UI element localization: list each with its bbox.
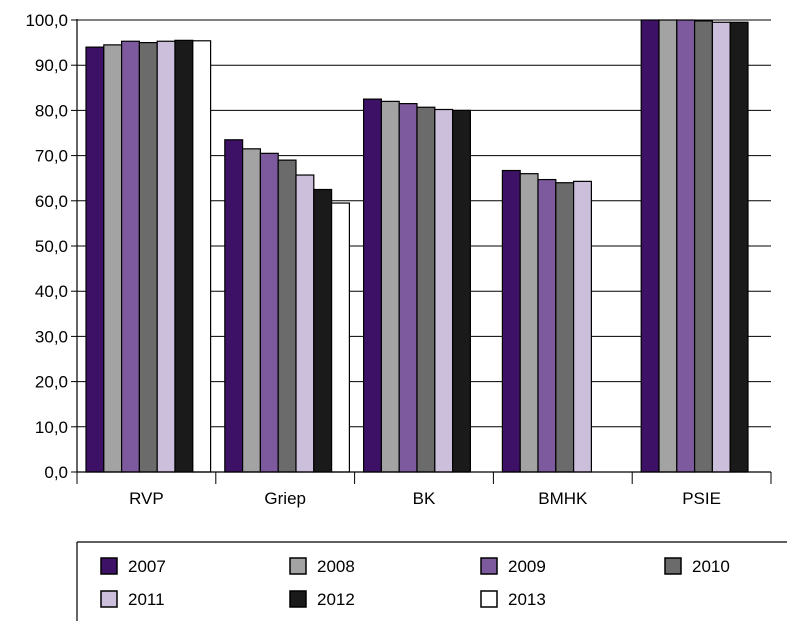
legend-label: 2010 <box>692 557 730 576</box>
bar <box>259 152 279 473</box>
bar <box>242 148 262 473</box>
legend-swatch <box>480 557 498 575</box>
bar <box>434 108 454 473</box>
legend-swatch <box>100 590 118 608</box>
y-tick-label: 40,0 <box>35 282 68 301</box>
axes: 0,0 10,0 20,0 30,0 40,0 50,0 60,0 70,0 80,0 90,0 1… <box>25 11 772 508</box>
bar <box>537 178 557 473</box>
bar <box>120 40 140 473</box>
x-tick-label: Griep <box>264 489 306 508</box>
bar <box>138 41 158 473</box>
bar <box>711 21 731 473</box>
legend-label: 2007 <box>128 557 166 576</box>
legend-swatch <box>100 557 118 575</box>
bar <box>640 19 660 473</box>
y-tick-label: 0,0 <box>44 463 68 482</box>
y-tick-label: 20,0 <box>35 373 68 392</box>
legend-label: 2008 <box>317 557 355 576</box>
bar <box>416 106 436 473</box>
legend-label: 2011 <box>128 590 165 609</box>
y-tick-label: 10,0 <box>35 418 68 437</box>
y-tick-label: 100,0 <box>25 11 68 30</box>
bar <box>331 202 351 473</box>
bar <box>313 188 333 473</box>
bar <box>693 20 713 473</box>
bar <box>174 39 194 473</box>
bar <box>224 139 244 473</box>
bar <box>380 100 400 473</box>
y-tick-label: 50,0 <box>35 237 68 256</box>
bar <box>572 180 592 473</box>
bars <box>85 19 749 473</box>
bar <box>192 40 212 473</box>
bar <box>501 169 521 473</box>
bar <box>277 159 297 473</box>
bar <box>363 98 383 473</box>
legend-label: 2012 <box>317 590 355 609</box>
bar <box>658 19 678 473</box>
legend-swatch <box>664 557 682 575</box>
bar <box>452 109 472 473</box>
bar <box>555 182 575 473</box>
legend-swatch <box>289 557 307 575</box>
y-tick-label: 60,0 <box>35 192 68 211</box>
y-tick-label: 70,0 <box>35 147 68 166</box>
bar <box>156 40 176 473</box>
bar <box>85 46 105 473</box>
y-tick-label: 30,0 <box>35 327 68 346</box>
legend-swatch <box>289 590 307 608</box>
x-tick-label: BMHK <box>538 489 588 508</box>
bar <box>103 44 123 473</box>
legend-label: 2009 <box>508 557 546 576</box>
x-tick-label: PSIE <box>682 489 721 508</box>
bar <box>398 103 418 473</box>
y-tick-label: 90,0 <box>35 56 68 75</box>
x-tick-label: BK <box>413 489 436 508</box>
y-tick-label: 80,0 <box>35 101 68 120</box>
x-tick-label: RVP <box>129 489 164 508</box>
bar <box>295 174 315 473</box>
bar <box>519 173 539 473</box>
legend-swatch <box>480 590 498 608</box>
bar <box>676 19 696 473</box>
bar <box>729 21 749 473</box>
legend: 2007 2008 2009 2010 2011 2012 2013 <box>76 541 787 621</box>
legend-label: 2013 <box>508 590 546 609</box>
